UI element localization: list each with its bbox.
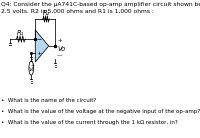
Text: +: + — [30, 63, 34, 68]
Text: +: + — [57, 39, 62, 43]
Text: Vo: Vo — [57, 46, 65, 52]
Text: Q4: Consider the μA741C-based op-amp amplifier circuit shown below; The input vo: Q4: Consider the μA741C-based op-amp amp… — [1, 2, 200, 14]
Text: +: + — [37, 51, 42, 55]
Text: —: — — [57, 54, 63, 59]
Text: R₁: R₁ — [17, 30, 24, 36]
Text: •  What is the value of the current through the 1 kΩ resistor, in?: • What is the value of the current throu… — [1, 120, 178, 125]
Polygon shape — [35, 30, 49, 62]
Text: •  What is the name of the circuit?: • What is the name of the circuit? — [1, 98, 97, 103]
Text: R₂: R₂ — [42, 10, 50, 16]
Text: Vi: Vi — [28, 67, 34, 71]
Text: •  What is the value of the voltage at the negative input of the op-amp?: • What is the value of the voltage at th… — [1, 109, 200, 114]
Text: −: − — [37, 36, 42, 41]
